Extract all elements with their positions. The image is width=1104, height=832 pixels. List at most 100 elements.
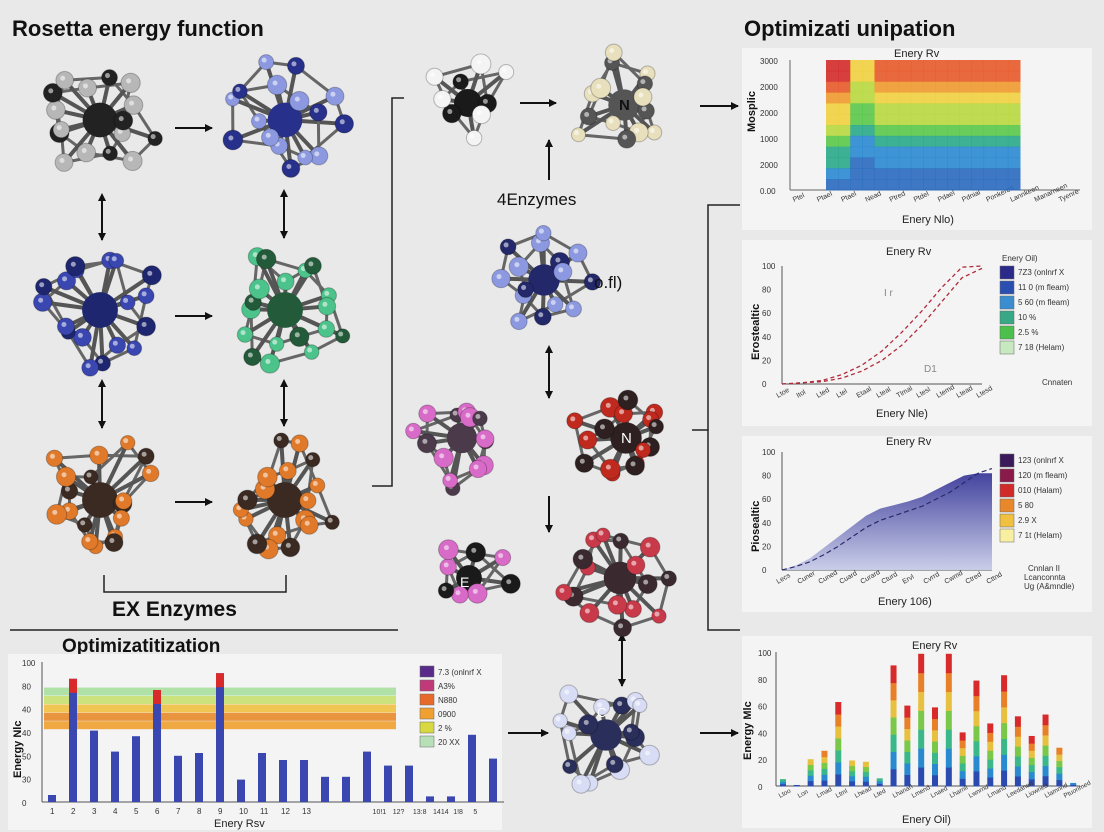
heatmap-cell (898, 60, 912, 72)
molecule-green (236, 247, 351, 374)
heatmap-cell (995, 70, 1009, 83)
molecule-gray (42, 69, 163, 172)
heatmap-cell (850, 179, 863, 191)
bl-bar (342, 776, 350, 802)
heatmap-cell (1007, 92, 1021, 104)
line-legend-item: 5 60 (m fleam) (1018, 298, 1070, 307)
bl-xtick-tail: 1414 (433, 809, 449, 816)
br-bar-segment (862, 771, 869, 777)
heatmap-cell (874, 125, 888, 137)
heatmap-cell (935, 81, 948, 93)
br-bar-segment (904, 751, 911, 764)
heatmap-cell (874, 81, 888, 93)
br-bar-segment (1042, 755, 1049, 767)
heatmap-cell (850, 60, 863, 72)
heatmap-cell (935, 135, 948, 148)
heatmap-cell (826, 114, 839, 126)
heatmap-cell (826, 70, 839, 83)
br-bar-segment (835, 726, 842, 739)
br-bar-segment (890, 734, 897, 753)
br-bar-segment (890, 751, 897, 770)
br-bar-segment (1028, 778, 1035, 787)
br-bar-segment (807, 780, 814, 787)
area-legend-item: 120 (m fleam) (1018, 471, 1068, 480)
heatmap-ytick: 1000 (760, 135, 778, 144)
line-legend-swatch (999, 280, 1015, 295)
line-legend-swatch (999, 310, 1015, 325)
br-bar-segment (1014, 776, 1021, 787)
line-legend-item: 11 0 (m fleam) (1018, 283, 1069, 292)
heatmap-cell (898, 70, 912, 83)
line-legend-swatch (999, 295, 1015, 310)
heatmap-cell (874, 135, 888, 148)
br-bar-segment (959, 778, 966, 787)
br-bar-segment (1056, 760, 1063, 768)
heatmap-cell (983, 114, 997, 126)
heatmap-xtick: Ptred (889, 190, 907, 203)
heatmap-xtick: Ptel (792, 192, 806, 204)
br-bar-segment (945, 653, 952, 674)
heatmap-cell (886, 135, 900, 148)
heatmap-cell (983, 92, 997, 104)
heatmap-cell (862, 146, 875, 158)
heatmap-cell (898, 157, 912, 169)
heatmap-cell (923, 179, 936, 191)
heatmap-title: Enery Rv (894, 48, 940, 60)
br-bar-segment (862, 776, 869, 782)
line-legend-swatch (999, 325, 1015, 340)
bl-bar (405, 765, 413, 802)
br-bar-segment (973, 770, 980, 787)
area-xtick: Cuard (839, 570, 859, 586)
br-bar-segment (1070, 782, 1077, 785)
br-bar-segment (1056, 766, 1063, 774)
heatmap-cell (971, 70, 985, 83)
area-chart-xlabel: Enery 106) (878, 596, 932, 608)
label-c-bottom: C (597, 705, 607, 720)
br-bar-segment (890, 717, 897, 735)
area-ytick: 60 (762, 495, 771, 504)
br-bar-segment (1014, 746, 1021, 757)
area-legend-item: 010 (Halam) (1018, 486, 1062, 495)
bl-xtick: 12 (281, 807, 290, 816)
br-bar-segment (987, 732, 994, 742)
heatmap-cell (886, 157, 900, 169)
line-legend-item: 7 18 (Helam) (1018, 343, 1065, 352)
heatmap-cell (826, 146, 839, 158)
area-legend-item: 7 1t (Helam) (1018, 531, 1062, 540)
heatmap-cell (910, 92, 924, 104)
molecule-pink-star (437, 539, 521, 604)
line-xtick: Ltead (956, 385, 975, 400)
br-bar-segment (849, 770, 856, 777)
heatmap-cell (826, 81, 839, 93)
bl-bar (468, 734, 476, 802)
heatmap-cell (923, 114, 936, 126)
molecule-white-star (425, 53, 515, 147)
heatmap-cell (886, 179, 900, 191)
heatmap-cell (947, 157, 960, 169)
heatmap-cell (947, 92, 960, 104)
bl-ytick: 0 (22, 799, 27, 808)
br-bar-segment (835, 762, 842, 775)
br-bar-segment (1028, 757, 1035, 766)
heatmap-cell (838, 146, 851, 158)
br-bar-segment (835, 774, 842, 787)
heatmap-cell (910, 60, 924, 72)
heatmap-cell (971, 157, 985, 169)
bl-bar-cap (69, 678, 77, 693)
heatmap-cell (898, 114, 912, 126)
line-ytick: 20 (762, 356, 771, 365)
heatmap-cell (826, 168, 839, 180)
line-xtick: Ltesd (976, 385, 994, 400)
br-bar-segment (1028, 764, 1035, 773)
line-chart: 100 80 60 40 20 0 Ltoe Itol Lted Ltel Etaal Lteal Tl… (762, 262, 1070, 400)
line-ytick: 80 (762, 286, 771, 295)
line-legend-item: 7Z3 (onlnrf X (1018, 268, 1065, 277)
heatmap-cell (935, 114, 948, 126)
br-bar-segment (904, 774, 911, 787)
heatmap-cell (935, 70, 948, 83)
br-bar-segment (807, 775, 814, 782)
br-bar-segment (890, 665, 897, 684)
label-4enzymes: 4Enzymes (497, 190, 577, 209)
br-bar-segment (1001, 706, 1008, 724)
